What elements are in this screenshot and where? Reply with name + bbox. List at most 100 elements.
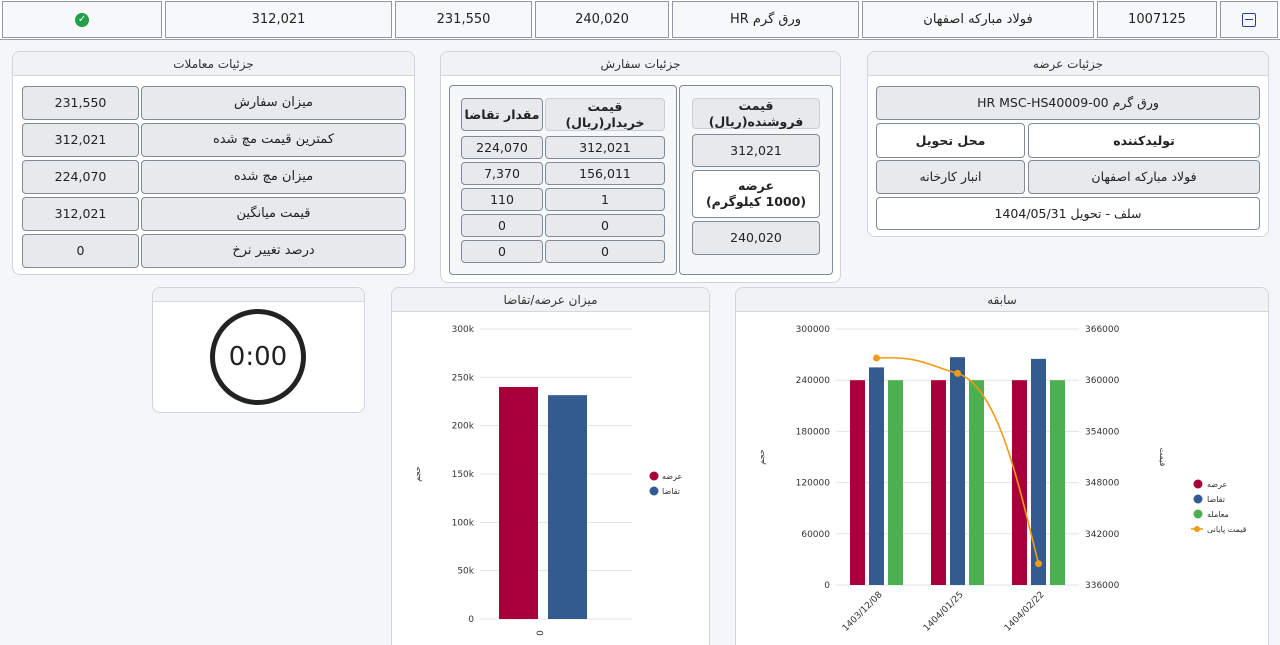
- y-tick-label: 150k: [452, 470, 475, 480]
- buyer-table: قیمت خریدار(ریال) مقدار تقاضا 312,021 224…: [449, 85, 677, 275]
- bar-demand: [548, 395, 587, 619]
- demand-qty-cell: 110: [461, 188, 543, 211]
- history-chart: 0 60000 120000 180000 240000 300000 336000 3420…: [744, 320, 1262, 645]
- demand-qty-cell: 224,070: [461, 136, 543, 159]
- y-tick-label: 60000: [801, 530, 830, 540]
- producer-label: تولیدکننده: [1028, 123, 1260, 158]
- supply-value: 240,020: [692, 221, 820, 255]
- final-price-line: [876, 356, 1040, 564]
- y2-tick-label: 360000: [1085, 376, 1120, 386]
- summary-code: 1007125: [1097, 1, 1217, 38]
- y-tick-label: 300k: [452, 325, 475, 335]
- summary-supply-volume: 231,550: [395, 1, 532, 38]
- bar-demand: [1031, 358, 1046, 585]
- y2-axis-label: قیمت: [1158, 448, 1167, 467]
- offer-details-panel: جزئیات عرضه ورق گرم HR MSC-HS40009-00 تو…: [867, 51, 1269, 237]
- final-price-point: [1035, 560, 1042, 568]
- final-price-point: [873, 354, 880, 362]
- bar-supply: [499, 386, 538, 619]
- panel-title: سابقه: [736, 288, 1268, 312]
- legend-marker: [1193, 494, 1203, 504]
- y-axis-label: حجم: [413, 466, 422, 481]
- legend-label: معامله: [1207, 510, 1229, 519]
- trade-row-value: 231,550: [22, 86, 139, 120]
- legend-marker: [649, 486, 659, 496]
- trade-row-label: قیمت میانگین: [141, 197, 406, 231]
- x-tick-label: 0: [536, 630, 546, 636]
- y2-tick-label: 354000: [1085, 427, 1120, 437]
- legend-label: قیمت پایانی: [1207, 525, 1247, 534]
- settlement-info: سلف - تحویل 1404/05/31: [876, 197, 1260, 230]
- legend-marker: [1193, 479, 1203, 489]
- delivery-place-label: محل تحویل: [876, 123, 1025, 158]
- bar-supply: [1012, 380, 1027, 585]
- trade-row-label: میزان مچ شده: [141, 160, 406, 194]
- summary-buy-price: 312,021: [165, 1, 392, 38]
- legend-label: عرضه: [1207, 480, 1227, 489]
- bar-demand: [950, 357, 965, 585]
- y-tick-label: 300000: [796, 325, 831, 335]
- y-tick-label: 50k: [457, 567, 474, 577]
- producer-value: فولاد مبارکه اصفهان: [1028, 160, 1260, 194]
- buyer-price-cell: 312,021: [545, 136, 665, 159]
- y2-tick-label: 366000: [1085, 325, 1120, 335]
- timer-header: [153, 288, 364, 302]
- final-price-point: [954, 369, 961, 377]
- demand-qty-cell: 7,370: [461, 162, 543, 185]
- timer-ring: 0:00: [210, 309, 306, 405]
- y-tick-label: 0: [468, 615, 474, 625]
- trade-row-label: کمترین قیمت مچ شده: [141, 123, 406, 157]
- summary-row: 1007125 فولاد مبارکه اصفهان ورق گرم HR 2…: [0, 0, 1280, 40]
- collapse-cell[interactable]: [1220, 1, 1278, 38]
- timer-panel: 0:00: [152, 287, 365, 413]
- y-tick-label: 0: [824, 581, 830, 591]
- y2-tick-label: 336000: [1085, 581, 1120, 591]
- trade-row-value: 312,021: [22, 197, 139, 231]
- legend-label: عرضه: [662, 472, 682, 481]
- y-tick-label: 180000: [796, 427, 831, 437]
- delivery-place-value: انبار کارخانه: [876, 160, 1025, 194]
- summary-producer: فولاد مبارکه اصفهان: [862, 1, 1094, 38]
- legend-label: تقاضا: [1207, 495, 1225, 504]
- supply-demand-chart-panel: میزان عرضه/تقاضا 0 50k 100k 150k 200k 250k 300…: [391, 287, 710, 645]
- supply-label: عرضه (1000 کیلوگرم): [692, 170, 820, 218]
- bar-trade: [969, 380, 984, 585]
- legend-marker: [1193, 509, 1203, 519]
- check-icon: ✓: [75, 12, 89, 27]
- summary-product: ورق گرم HR: [672, 1, 859, 38]
- demand-qty-header: مقدار تقاضا: [461, 98, 543, 131]
- bar-trade: [888, 380, 903, 585]
- buyer-price-cell: 156,011: [545, 162, 665, 185]
- y-tick-label: 240000: [796, 376, 831, 386]
- demand-qty-cell: 0: [461, 240, 543, 263]
- legend-marker: [1194, 526, 1200, 532]
- trade-row-label: میزان سفارش: [141, 86, 406, 120]
- buyer-price-header: قیمت خریدار(ریال): [545, 98, 665, 131]
- y2-tick-label: 342000: [1085, 530, 1120, 540]
- trade-row-label: درصد تغییر نرخ: [141, 234, 406, 268]
- legend-label: تقاضا: [662, 487, 680, 496]
- trade-row-value: 312,021: [22, 123, 139, 157]
- bar-supply: [850, 380, 865, 585]
- panel-title: جزئیات عرضه: [868, 52, 1268, 76]
- y-tick-label: 120000: [796, 479, 831, 489]
- y-tick-label: 200k: [452, 422, 475, 432]
- order-details-panel: جزئیات سفارش قیمت فروشنده(ریال) 312,021 …: [440, 51, 841, 283]
- timer-value: 0:00: [228, 342, 288, 372]
- bar-demand: [869, 367, 884, 585]
- trade-details-panel: جزئیات معاملات میزان سفارش 231,550 کمترین …: [12, 51, 415, 275]
- offer-product-name: ورق گرم HR MSC-HS40009-00: [876, 86, 1260, 120]
- trade-row-value: 224,070: [22, 160, 139, 194]
- seller-price-label: قیمت فروشنده(ریال): [692, 98, 820, 129]
- buyer-price-cell: 1: [545, 188, 665, 211]
- demand-qty-cell: 0: [461, 214, 543, 237]
- summary-supply-price: 240,020: [535, 1, 669, 38]
- seller-price-value: 312,021: [692, 134, 820, 167]
- buyer-price-cell: 0: [545, 214, 665, 237]
- seller-column: قیمت فروشنده(ریال) 312,021 عرضه (1000 کی…: [679, 85, 833, 275]
- collapse-icon[interactable]: [1242, 12, 1256, 27]
- panel-title: جزئیات سفارش: [441, 52, 840, 76]
- buyer-price-cell: 0: [545, 240, 665, 263]
- supply-demand-chart: 0 50k 100k 150k 200k 250k 300k حجم 0 عرضه تقاضا: [400, 320, 703, 645]
- panel-title: جزئیات معاملات: [13, 52, 414, 76]
